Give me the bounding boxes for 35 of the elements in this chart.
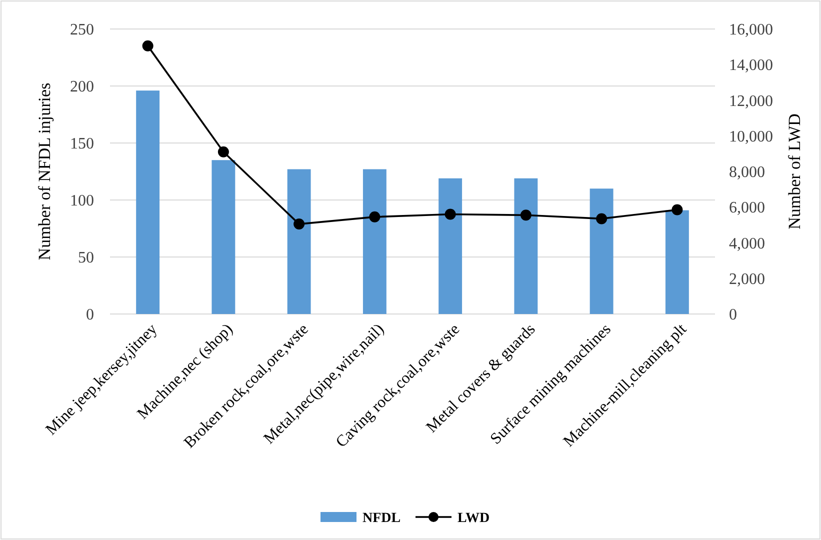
bar: [362, 169, 386, 314]
bar: [514, 178, 538, 314]
y2-tick-label: 14,000: [729, 57, 773, 74]
y-tick-label: 200: [70, 78, 94, 96]
y2-tick-label: 2,000: [729, 270, 765, 288]
y2-tick-label: 8,000: [729, 164, 765, 182]
y2-tick-label: 6,000: [729, 200, 765, 217]
point: [444, 208, 456, 220]
point: [672, 204, 683, 216]
y2-tick-label: 12,000: [729, 92, 773, 110]
point: [218, 146, 229, 158]
point: [520, 210, 532, 221]
y-tick-label: 250: [70, 22, 94, 39]
bar: [665, 210, 689, 314]
y2-axis-title: Number of LWD: [785, 114, 804, 230]
legend-label: LWD: [458, 510, 490, 526]
bar: [590, 188, 614, 314]
y-tick-label: 150: [70, 136, 94, 153]
y-tick-label: 0: [86, 306, 94, 324]
y2-tick-label: 4,000: [729, 235, 765, 252]
y-tick-label: 50: [78, 250, 94, 267]
point: [369, 211, 380, 222]
point: [142, 40, 154, 52]
point: [596, 213, 608, 224]
y-axis-title: Number of NFDL injuries: [35, 82, 54, 260]
y2-tick-label: 0: [729, 306, 737, 324]
y2-tick-label: 10,000: [729, 128, 773, 146]
bar: [212, 160, 236, 314]
y2-tick-label: 16,000: [729, 22, 773, 39]
y-tick-label: 100: [70, 192, 94, 210]
bar: [287, 169, 311, 314]
bar: [438, 178, 462, 314]
bar: [136, 90, 160, 314]
legend-label: NFDL: [362, 510, 401, 526]
point: [294, 218, 305, 230]
